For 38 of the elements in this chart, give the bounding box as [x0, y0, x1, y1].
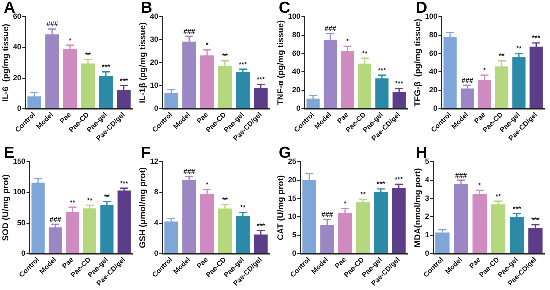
bar	[460, 88, 474, 108]
y-axis-title: MDA(nmol/mg port)	[412, 168, 422, 248]
bar	[254, 234, 268, 254]
chart-title: E	[4, 145, 15, 162]
bar	[48, 228, 62, 254]
y-axis-title: IL-1β (pg/mg tissue)	[137, 22, 148, 104]
y-axis-title: TNF-α (pg/mg tissue)	[275, 20, 286, 106]
bar	[374, 192, 388, 254]
bar	[356, 202, 370, 254]
bar	[236, 216, 250, 254]
bar	[164, 222, 178, 254]
bar	[392, 188, 406, 254]
bar	[510, 217, 524, 254]
bar	[118, 190, 131, 254]
bar	[454, 184, 468, 254]
y-axis-title: IL-6 (pg/mg tissue)	[0, 24, 10, 102]
bar	[218, 208, 232, 254]
bar	[528, 228, 543, 254]
bar	[392, 92, 406, 108]
y-axis-title: CAT (U/mg prot)	[275, 175, 286, 240]
bar	[83, 208, 97, 254]
bar	[491, 204, 506, 254]
bar	[512, 57, 526, 108]
bar	[99, 76, 113, 108]
chart-title: F	[141, 145, 151, 162]
bar	[530, 46, 543, 108]
bar	[164, 93, 178, 108]
bar	[236, 72, 250, 108]
bar	[81, 64, 96, 108]
bar	[472, 194, 487, 254]
y-axis-title: GSH (μmol/mg prot)	[137, 167, 148, 248]
bar	[436, 232, 450, 254]
bar	[182, 180, 196, 254]
y-axis-title: SOD (U/mg prot)	[0, 174, 10, 242]
bar	[254, 88, 268, 108]
y-axis-title: TFG-β (pg/mg tissue)	[412, 18, 422, 107]
bar	[376, 78, 389, 108]
bar	[306, 98, 320, 108]
